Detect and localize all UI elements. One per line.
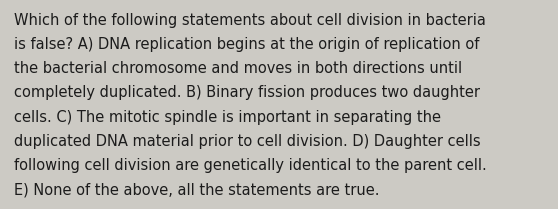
Text: E) None of the above, all the statements are true.: E) None of the above, all the statements… <box>14 182 379 197</box>
Text: completely duplicated. B) Binary fission produces two daughter: completely duplicated. B) Binary fission… <box>14 85 480 100</box>
Text: following cell division are genetically identical to the parent cell.: following cell division are genetically … <box>14 158 487 173</box>
Text: cells. C) The mitotic spindle is important in separating the: cells. C) The mitotic spindle is importa… <box>14 110 441 125</box>
Text: duplicated DNA material prior to cell division. D) Daughter cells: duplicated DNA material prior to cell di… <box>14 134 480 149</box>
Text: Which of the following statements about cell division in bacteria: Which of the following statements about … <box>14 13 486 28</box>
Text: is false? A) DNA replication begins at the origin of replication of: is false? A) DNA replication begins at t… <box>14 37 479 52</box>
Text: the bacterial chromosome and moves in both directions until: the bacterial chromosome and moves in bo… <box>14 61 462 76</box>
